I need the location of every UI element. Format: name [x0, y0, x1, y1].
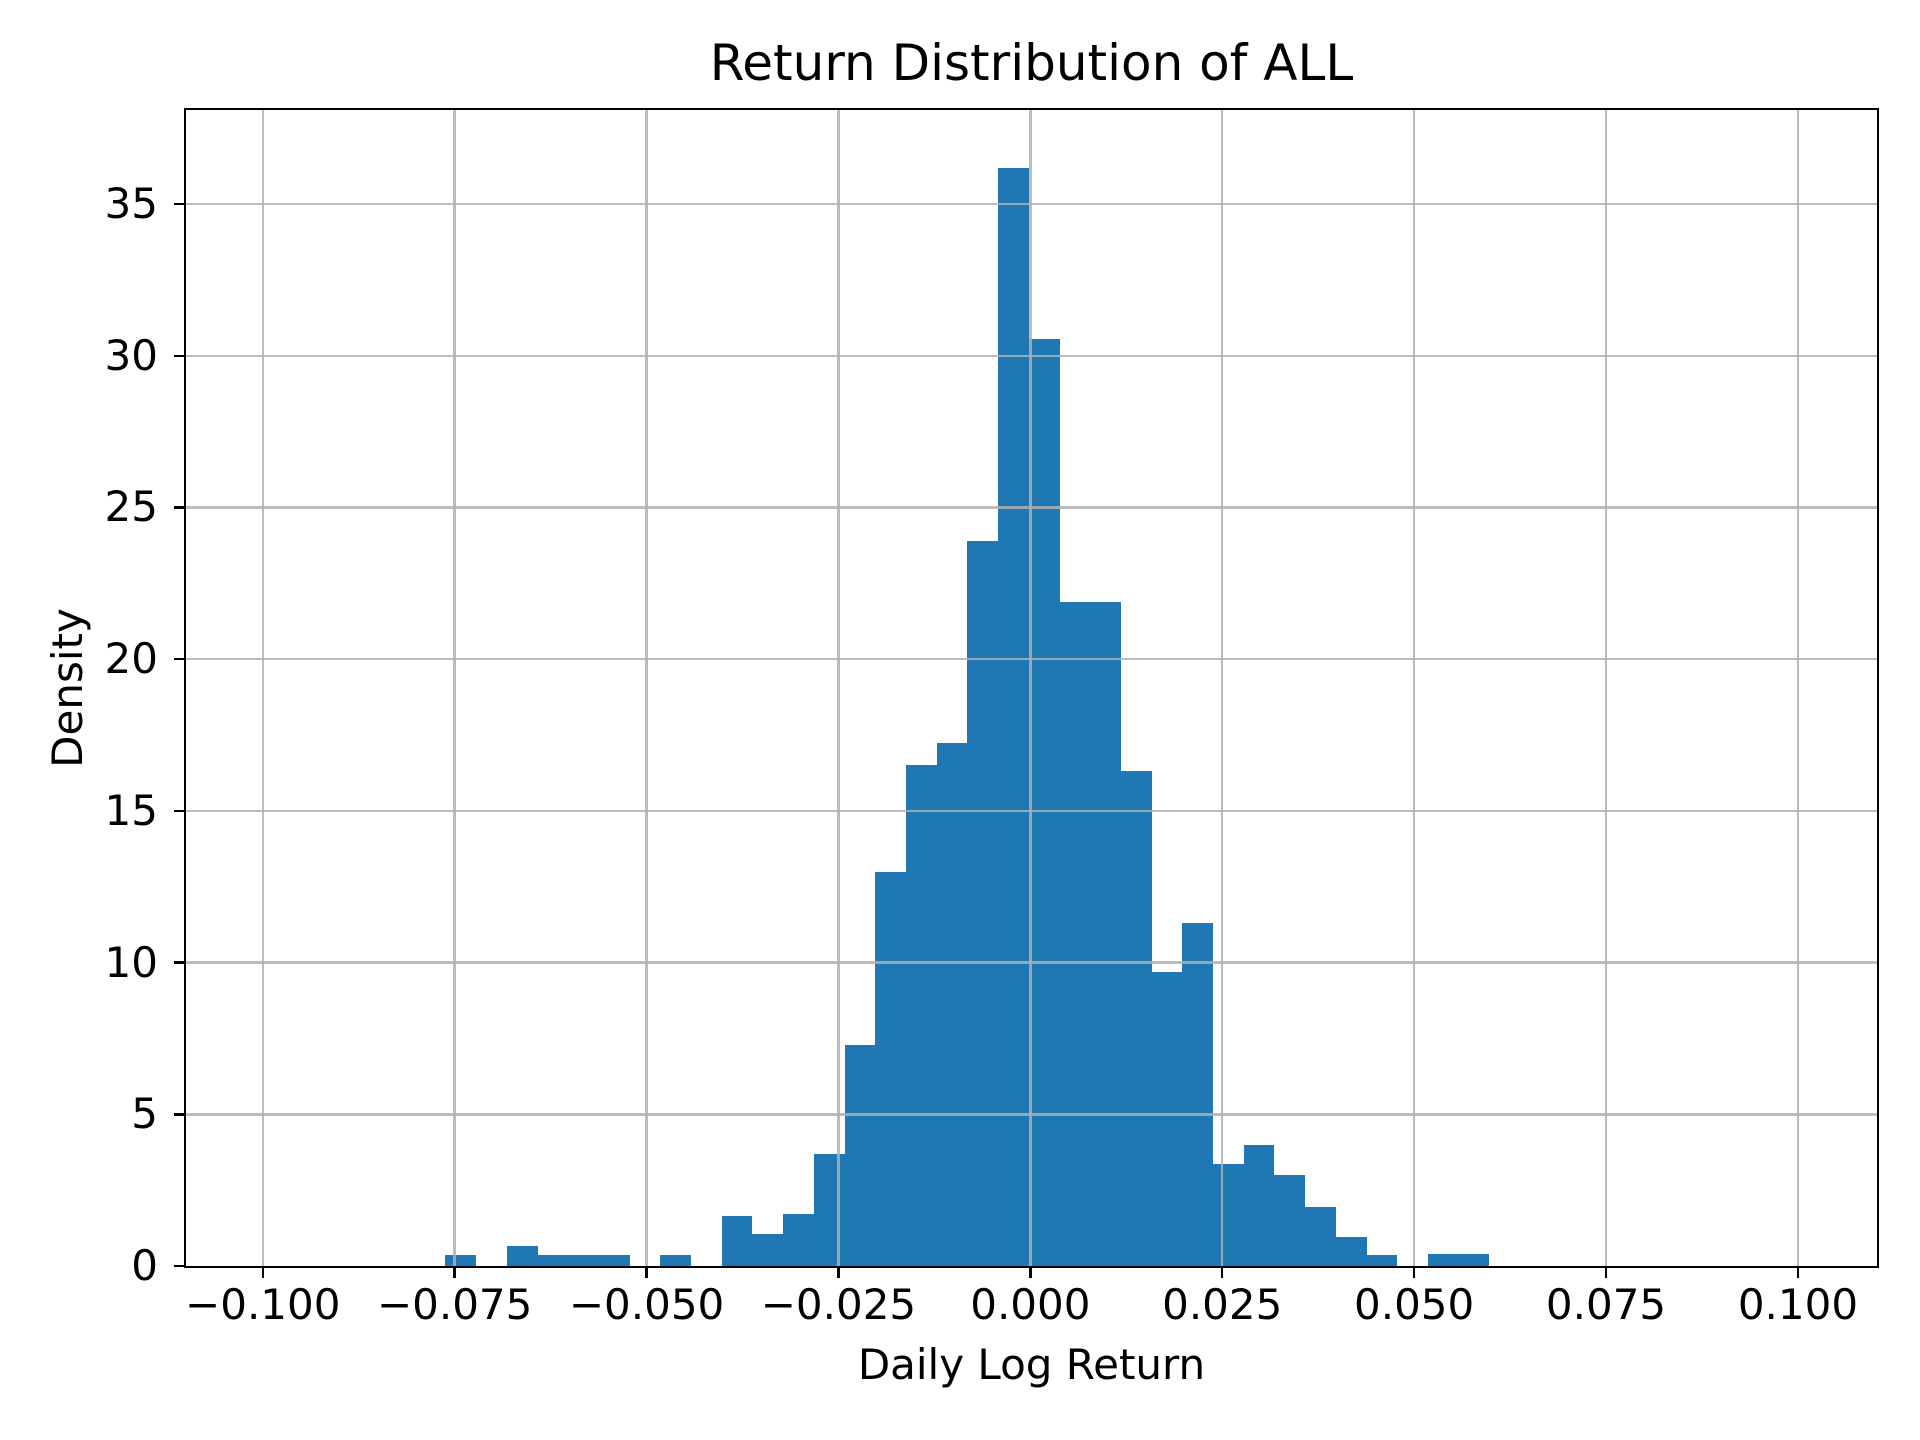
histogram-bar [1458, 1253, 1490, 1266]
y-tick-mark [174, 1264, 186, 1268]
histogram-bar [1151, 971, 1183, 1266]
x-tick-label: 0.075 [1545, 1280, 1667, 1329]
histogram-bar [875, 871, 906, 1266]
histogram-bar [998, 167, 1029, 1266]
y-tick-label: 10 [104, 937, 158, 987]
histogram-bar [905, 765, 937, 1266]
histogram-bar [1366, 1255, 1398, 1266]
y-axis-label: Density [42, 608, 92, 768]
histogram-bar [1028, 339, 1060, 1266]
histogram-bar [1274, 1174, 1306, 1266]
chart-title: Return Distribution of ALL [709, 34, 1354, 92]
y-tick-label: 30 [104, 330, 158, 380]
x-gridline [1220, 110, 1224, 1266]
x-tick-mark [837, 1266, 840, 1278]
x-tick-mark [645, 1266, 648, 1278]
histogram-bar [783, 1214, 814, 1266]
x-tick-label: 0.000 [970, 1280, 1091, 1329]
x-gridline [1796, 110, 1800, 1266]
x-tick-label: −0.050 [568, 1280, 725, 1329]
y-tick-label: 25 [104, 482, 158, 532]
histogram-bar [967, 540, 999, 1266]
y-tick-label: 5 [131, 1089, 158, 1139]
x-tick-label: 0.025 [1162, 1280, 1283, 1329]
x-gridline [645, 110, 648, 1266]
histogram-bar [844, 1044, 876, 1266]
x-tick-label: 0.100 [1737, 1280, 1859, 1329]
x-gridline [837, 110, 840, 1266]
x-tick-label: 0.050 [1354, 1280, 1475, 1329]
x-tick-label: −0.075 [376, 1280, 533, 1329]
x-gridline [1412, 110, 1416, 1266]
x-gridline [453, 110, 456, 1266]
x-axis-label: Daily Log Return [857, 1340, 1206, 1389]
histogram-bar [598, 1255, 630, 1266]
y-gridline [186, 202, 1877, 206]
histogram-bar [813, 1153, 845, 1266]
x-tick-label: −0.025 [760, 1280, 917, 1329]
x-gridline [1604, 110, 1608, 1266]
y-tick-mark [174, 202, 186, 206]
histogram-bar [568, 1255, 599, 1266]
histogram-bar [1335, 1237, 1367, 1266]
y-tick-mark [174, 657, 186, 661]
histogram-bar [1182, 923, 1214, 1266]
histogram-bar [1120, 771, 1152, 1266]
x-tick-mark [261, 1266, 264, 1278]
histogram-bar [445, 1255, 477, 1266]
histogram-bar [660, 1255, 692, 1266]
x-tick-mark [1412, 1266, 1416, 1278]
histogram-bar [1243, 1144, 1275, 1266]
y-tick-label: 0 [131, 1241, 158, 1290]
histogram-bar [1305, 1206, 1336, 1266]
x-tick-mark [1796, 1266, 1800, 1278]
histogram-bar [936, 742, 968, 1266]
x-tick-label: −0.100 [185, 1280, 341, 1329]
histogram-bar [506, 1246, 538, 1266]
x-tick-mark [1029, 1266, 1032, 1278]
histogram-bar [1427, 1253, 1459, 1266]
y-tick-mark [174, 961, 186, 964]
histogram-bar [1213, 1164, 1244, 1266]
histogram-bar [721, 1215, 753, 1266]
x-gridline [261, 110, 264, 1266]
y-tick-label: 15 [104, 785, 158, 835]
y-tick-label: 35 [104, 179, 158, 229]
y-tick-mark [174, 354, 186, 357]
y-tick-mark [174, 506, 186, 509]
y-tick-mark [174, 809, 186, 813]
y-tick-label: 20 [104, 634, 158, 684]
x-tick-mark [1220, 1266, 1224, 1278]
x-tick-mark [453, 1266, 456, 1278]
histogram-bar [1059, 601, 1091, 1266]
y-tick-mark [174, 1113, 186, 1116]
histogram-bar [752, 1234, 784, 1266]
x-tick-mark [1604, 1266, 1608, 1278]
histogram-bar [537, 1255, 569, 1266]
histogram-bar [1090, 601, 1121, 1266]
